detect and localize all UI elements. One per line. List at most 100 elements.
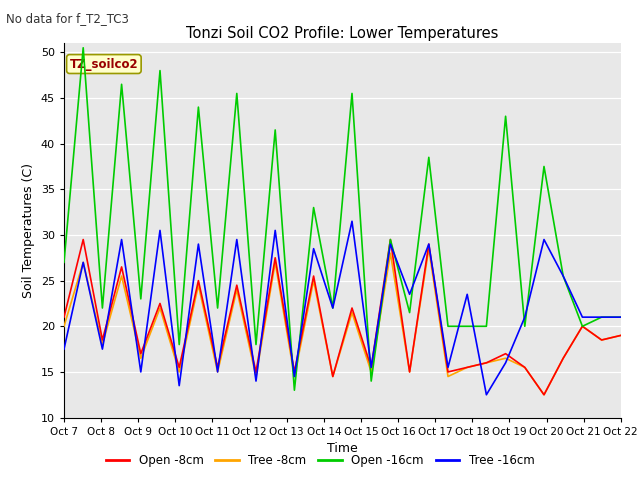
Tree -8cm [367, 369, 375, 375]
Y-axis label: Soil Temperatures (C): Soil Temperatures (C) [22, 163, 35, 298]
X-axis label: Time: Time [327, 442, 358, 455]
Open -8cm [425, 241, 433, 247]
Tree -16cm [252, 378, 260, 384]
Open -16cm [233, 91, 241, 96]
Tree -16cm [425, 241, 433, 247]
Open -8cm [137, 351, 145, 357]
Open -16cm [252, 342, 260, 348]
Open -16cm [387, 237, 394, 242]
Tree -16cm [521, 314, 529, 320]
Open -16cm [195, 104, 202, 110]
Open -16cm [521, 324, 529, 329]
Open -16cm [463, 324, 471, 329]
Open -16cm [559, 273, 567, 279]
Open -8cm [329, 373, 337, 379]
Open -16cm [79, 45, 87, 51]
Open -8cm [252, 369, 260, 375]
Tree -16cm [348, 218, 356, 224]
Open -16cm [406, 310, 413, 315]
Open -16cm [99, 305, 106, 311]
Tree -8cm [598, 337, 605, 343]
Tree -8cm [252, 373, 260, 379]
Tree -16cm [233, 237, 241, 242]
Open -8cm [617, 333, 625, 338]
Open -16cm [579, 324, 586, 329]
Open -16cm [271, 127, 279, 133]
Tree -8cm [99, 342, 106, 348]
Open -16cm [540, 164, 548, 169]
Open -8cm [271, 255, 279, 261]
Tree -8cm [214, 369, 221, 375]
Open -8cm [406, 369, 413, 375]
Open -8cm [233, 282, 241, 288]
Tree -8cm [463, 364, 471, 370]
Open -8cm [118, 264, 125, 270]
Open -8cm [99, 337, 106, 343]
Open -8cm [444, 369, 452, 375]
Tree -16cm [99, 346, 106, 352]
Tree -8cm [387, 251, 394, 256]
Tree -16cm [540, 237, 548, 242]
Open -8cm [367, 364, 375, 370]
Open -16cm [310, 204, 317, 210]
Tree -16cm [271, 228, 279, 233]
Open -8cm [387, 237, 394, 242]
Tree -8cm [175, 369, 183, 375]
Title: Tonzi Soil CO2 Profile: Lower Temperatures: Tonzi Soil CO2 Profile: Lower Temperatur… [186, 25, 499, 41]
Open -16cm [348, 91, 356, 96]
Open -16cm [425, 155, 433, 160]
Tree -16cm [444, 364, 452, 370]
Tree -8cm [195, 282, 202, 288]
Open -16cm [367, 378, 375, 384]
Line: Open -8cm: Open -8cm [64, 240, 621, 395]
Tree -16cm [60, 346, 68, 352]
Line: Tree -8cm: Tree -8cm [64, 249, 621, 395]
Tree -8cm [521, 364, 529, 370]
Legend: Open -8cm, Tree -8cm, Open -16cm, Tree -16cm: Open -8cm, Tree -8cm, Open -16cm, Tree -… [101, 449, 539, 472]
Tree -16cm [502, 360, 509, 366]
Tree -8cm [444, 373, 452, 379]
Open -16cm [598, 314, 605, 320]
Open -16cm [156, 68, 164, 73]
Tree -8cm [406, 369, 413, 375]
Open -8cm [540, 392, 548, 397]
Tree -8cm [348, 310, 356, 315]
Text: No data for f_T2_TC3: No data for f_T2_TC3 [6, 12, 129, 25]
Tree -16cm [579, 314, 586, 320]
Tree -16cm [79, 260, 87, 265]
Tree -8cm [233, 287, 241, 293]
Open -8cm [60, 314, 68, 320]
Tree -8cm [329, 373, 337, 379]
Text: TZ_soilco2: TZ_soilco2 [70, 58, 138, 71]
Tree -16cm [118, 237, 125, 242]
Tree -8cm [502, 355, 509, 361]
Open -8cm [79, 237, 87, 242]
Tree -8cm [310, 278, 317, 284]
Tree -8cm [156, 305, 164, 311]
Tree -16cm [291, 373, 298, 379]
Tree -8cm [60, 324, 68, 329]
Tree -16cm [598, 314, 605, 320]
Open -16cm [118, 82, 125, 87]
Tree -8cm [291, 373, 298, 379]
Open -8cm [502, 351, 509, 357]
Open -8cm [156, 300, 164, 306]
Tree -8cm [79, 260, 87, 265]
Open -8cm [463, 364, 471, 370]
Tree -16cm [617, 314, 625, 320]
Open -8cm [175, 364, 183, 370]
Line: Tree -16cm: Tree -16cm [64, 221, 621, 395]
Open -8cm [579, 324, 586, 329]
Tree -16cm [559, 273, 567, 279]
Open -8cm [195, 278, 202, 284]
Line: Open -16cm: Open -16cm [64, 48, 621, 390]
Open -8cm [291, 369, 298, 375]
Tree -16cm [214, 369, 221, 375]
Tree -8cm [617, 333, 625, 338]
Open -8cm [348, 305, 356, 311]
Open -16cm [60, 260, 68, 265]
Tree -8cm [483, 360, 490, 366]
Tree -8cm [137, 355, 145, 361]
Open -16cm [329, 305, 337, 311]
Tree -16cm [463, 291, 471, 297]
